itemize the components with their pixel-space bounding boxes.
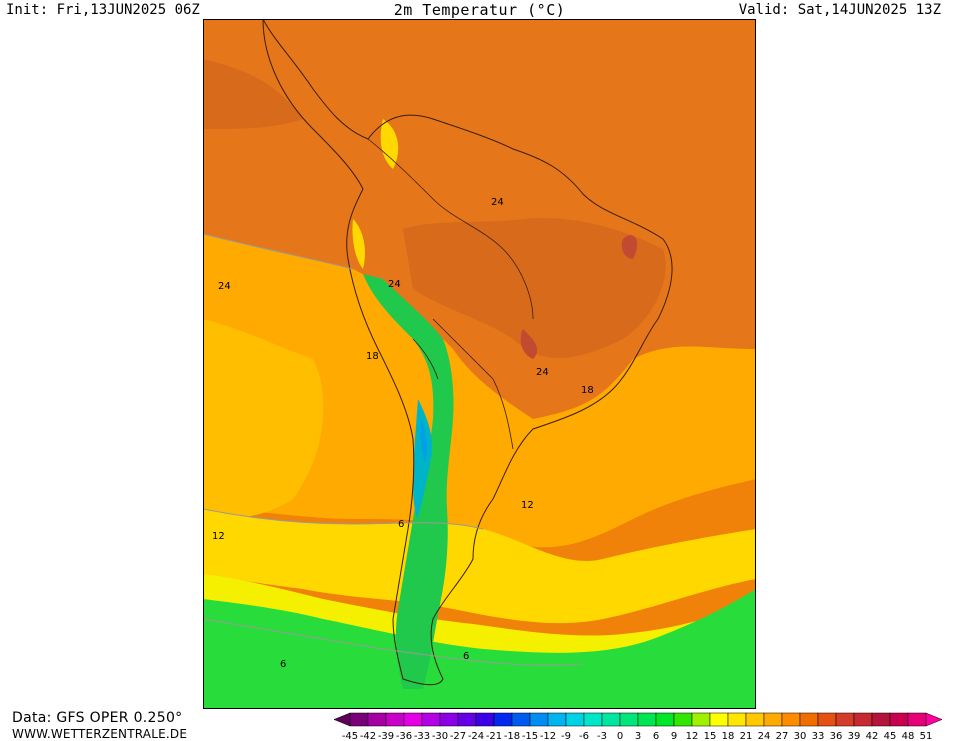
legend-color-cell [835,712,855,727]
contour-label: 24 [536,367,549,378]
legend-tick-label: -39 [378,731,394,741]
legend-tick-label: 45 [884,731,897,741]
website-label: WWW.WETTERZENTRALE.DE [12,727,188,741]
legend-color-cell [529,712,549,727]
legend-color-cell [889,712,909,727]
legend-tick-label: -15 [522,731,538,741]
legend-color-cell [727,712,747,727]
contour-label: 24 [218,281,231,292]
legend-color-cell [619,712,639,727]
contour-label: 6 [398,519,404,530]
legend-tick-label: 30 [794,731,807,741]
legend-color-cell [511,712,531,727]
legend-tick-label: -9 [561,731,571,741]
legend-tick-label: 3 [635,731,641,741]
legend-tick-label: 0 [617,731,623,741]
legend-max-arrow [925,712,943,727]
legend-color-cell [403,712,423,727]
contour-label: 18 [366,351,379,362]
legend-tick-label: 36 [830,731,843,741]
legend-color-cell [709,712,729,727]
legend-tick-label: 6 [653,731,659,741]
legend-color-cell [421,712,441,727]
contour-label: 6 [280,659,286,670]
legend-tick-label: 42 [866,731,879,741]
legend-tick-label: -27 [450,731,466,741]
legend-color-cell [493,712,513,727]
legend-color-cell [367,712,387,727]
contour-label: 6 [463,651,469,662]
legend-color-cell [475,712,495,727]
legend-color-cell [781,712,801,727]
legend-tick-label: 12 [686,731,699,741]
legend-color-cell [691,712,711,727]
legend-color-cell [763,712,783,727]
chart-title: 2m Temperatur (°C) [393,1,566,19]
legend-color-cell [583,712,603,727]
legend-color-cell [853,712,873,727]
temperature-map: 24 24 24 24 18 18 12 12 6 6 6 [203,19,756,709]
legend-color-cell [565,712,585,727]
legend-tick-label: -33 [414,731,430,741]
legend-tick-label: 39 [848,731,861,741]
legend-tick-label: -30 [432,731,448,741]
legend-tick-label: -12 [540,731,556,741]
legend-tick-label: 48 [902,731,915,741]
legend-color-cell [457,712,477,727]
legend-tick-label: -36 [396,731,412,741]
data-source-label: Data: GFS OPER 0.250° [12,710,183,726]
legend-color-cell [439,712,459,727]
legend-tick-label: -3 [597,731,607,741]
legend-tick-label: -24 [468,731,484,741]
legend-tick-label: 33 [812,731,825,741]
legend-tick-label: 51 [920,731,933,741]
legend-color-cell [799,712,819,727]
legend-color-cell [385,712,405,727]
legend-color-cell [871,712,891,727]
init-time-label: Init: Fri,13JUN2025 06Z [6,2,200,18]
legend-tick-label: -45 [342,731,358,741]
contour-label: 24 [491,197,504,208]
color-scale-legend: -45 -42 -39 -36 -33 -30 -27 -24 -21 -18 -15 -12 -9 -6… [334,712,956,741]
legend-tick-label: -18 [504,731,520,741]
contour-label: 18 [581,385,594,396]
legend-color-cell [655,712,675,727]
legend-tick-label: 21 [740,731,753,741]
legend-tick-label: 27 [776,731,789,741]
legend-color-cell [745,712,765,727]
legend-tick-label: 18 [722,731,735,741]
legend-tick-label: 15 [704,731,717,741]
contour-label: 12 [521,500,534,511]
legend-color-cell [817,712,837,727]
legend-color-cell [547,712,567,727]
contour-label: 24 [388,279,401,290]
legend-tick-label: -6 [579,731,589,741]
legend-tick-label: 9 [671,731,677,741]
legend-min-arrow [334,712,351,727]
valid-time-label: Valid: Sat,14JUN2025 13Z [738,2,941,18]
legend-color-cell [637,712,657,727]
legend-color-cell [673,712,693,727]
legend-color-cell [601,712,621,727]
legend-tick-label: 24 [758,731,771,741]
contour-label: 12 [212,531,225,542]
legend-color-cell [907,712,927,727]
map-frame [203,19,756,709]
legend-tick-label: -21 [486,731,502,741]
legend-tick-label: -42 [360,731,376,741]
legend-color-cell [349,712,369,727]
